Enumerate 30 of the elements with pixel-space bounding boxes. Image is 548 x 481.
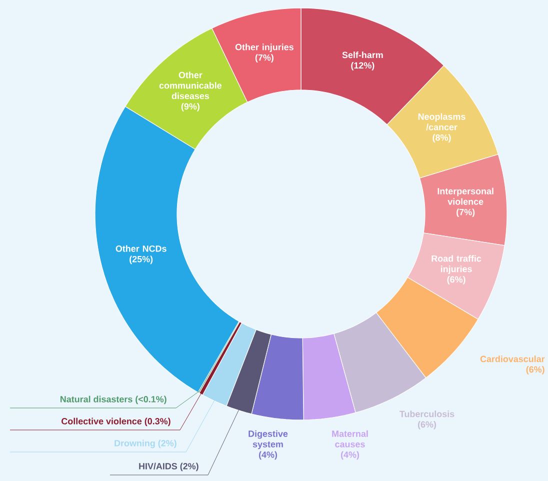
slice-label: Drowning xyxy=(114,440,155,448)
slice-label: Other NCDs xyxy=(116,245,166,252)
slice-label: Maternal causes xyxy=(332,430,368,448)
slice-label: Natural disasters xyxy=(60,396,132,402)
data-label: (0.3%) xyxy=(144,418,170,426)
data-label: (12%) xyxy=(351,62,374,70)
data-label: (4%) xyxy=(340,451,360,460)
data-label: (9%) xyxy=(181,103,200,112)
slice-label: HIV/AIDS xyxy=(139,462,178,470)
slice-label: Cardiovascular xyxy=(480,356,545,362)
slice-label: Tuberculosis xyxy=(400,410,454,418)
data-label: (6%) xyxy=(447,276,466,284)
slice-label: Neoplasms /cancer xyxy=(418,113,466,130)
data-label: (25%) xyxy=(130,256,153,264)
slice-label: Interpersonal violence xyxy=(438,188,494,205)
slice-label: Other communicable diseases xyxy=(159,72,222,100)
data-label: (7%) xyxy=(456,208,475,218)
data-label: (7%) xyxy=(255,54,274,62)
slice-label: Self-harm xyxy=(342,52,383,58)
slice-label: Collective violence xyxy=(62,418,142,424)
data-label: (2%) xyxy=(158,440,176,448)
slice-label: Road traffic injuries xyxy=(432,255,482,274)
data-label: (4%) xyxy=(258,451,278,460)
data-label: (6%) xyxy=(418,421,436,430)
data-label: (<0.1%) xyxy=(136,396,166,404)
slice-label: Other injuries xyxy=(235,44,294,52)
data-label: (8%) xyxy=(432,134,451,143)
data-label: (2%) xyxy=(180,462,198,472)
slice-label: Digestive system xyxy=(248,430,288,450)
data-label: (6%) xyxy=(526,366,544,374)
